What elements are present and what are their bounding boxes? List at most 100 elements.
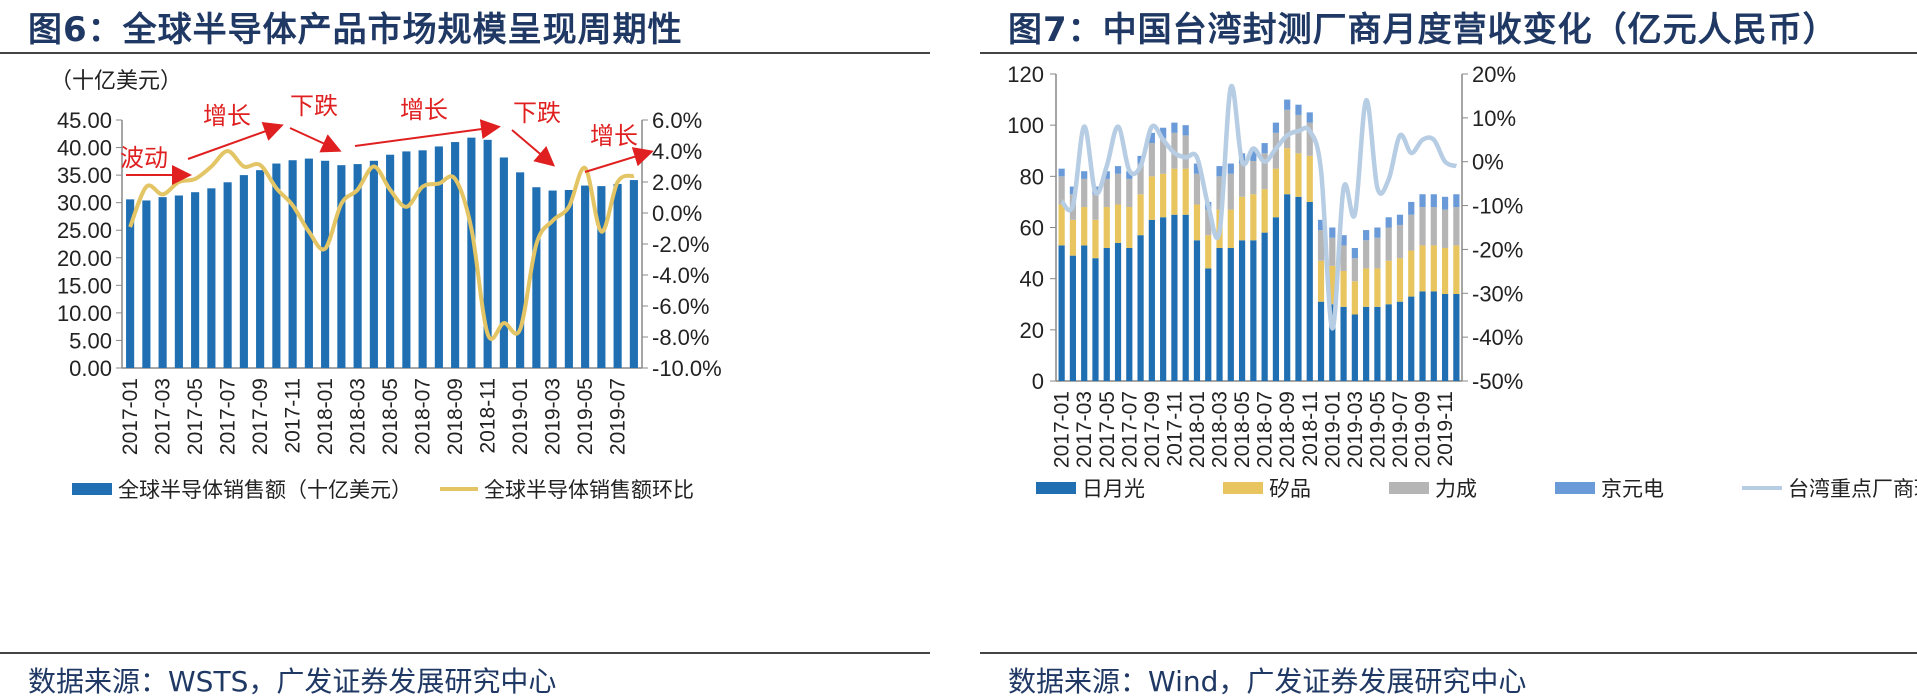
right-stack-bar-segment <box>1261 153 1268 190</box>
right-mom-line <box>1060 83 1458 331</box>
left-sales-bar <box>239 175 248 368</box>
left-x-tick-label: 2017-09 <box>249 378 272 455</box>
right-stack-bar-segment <box>1103 171 1110 179</box>
left-x-tick-label: 2018-07 <box>412 378 435 455</box>
left-trend-annotation: 增长 <box>203 103 251 130</box>
right-stack-bar-segment <box>1069 255 1077 381</box>
right-stack-bar-segment <box>1081 171 1088 179</box>
left-y-unit-label: （十亿美元） <box>50 68 182 93</box>
left-y-tick-label: 5.00 <box>69 328 112 353</box>
left-sales-bar <box>174 195 183 368</box>
right-stack-bar-segment <box>1374 227 1381 238</box>
right-stack-bar-segment <box>1396 224 1404 259</box>
right-x-tick-label: 2017-09 <box>1141 391 1164 468</box>
right-stack-bar-segment <box>1453 294 1460 381</box>
left-y-tick-label: 35.00 <box>57 163 112 188</box>
left-sales-bar <box>467 137 476 368</box>
right-stack-bar-segment <box>1126 207 1133 248</box>
right-stack-bar-segment <box>1250 160 1257 195</box>
right-stack-bar-segment <box>1058 176 1065 205</box>
right-stack-bar-segment <box>1306 155 1313 202</box>
left-sales-bar <box>483 139 492 368</box>
right-stack-bar-segment <box>1329 227 1336 238</box>
right-stack-bar-segment <box>1250 240 1257 381</box>
right-stack-bar-segment <box>1092 194 1099 220</box>
right-stack-bar-segment <box>1385 260 1392 305</box>
right-x-tick-label: 2019-09 <box>1412 391 1435 468</box>
left-sales-bar <box>402 151 411 368</box>
left-x-tick-label: 2018-09 <box>444 378 467 455</box>
right-stack-bar-segment <box>1103 178 1110 208</box>
left-sales-bar <box>158 197 167 368</box>
right-stack-bar-segment <box>1430 245 1437 292</box>
right-stack-bar-segment <box>1374 268 1381 307</box>
left-sales-bar <box>499 157 508 368</box>
right-stack-bar-segment <box>1408 214 1415 251</box>
right-stack-bar-segment <box>1408 250 1415 297</box>
right-x-tick-label: 2018-09 <box>1276 391 1299 468</box>
left-y2-tick-label: -8.0% <box>652 325 709 350</box>
left-legend-bar-label: 全球半导体销售额（十亿美元） <box>118 479 412 502</box>
left-trend-annotation: 增长 <box>590 123 638 150</box>
left-x-tick-label: 2017-03 <box>152 378 175 455</box>
left-trend-annotation: 下跌 <box>290 93 338 120</box>
right-stack-bar-segment <box>1114 166 1122 174</box>
right-stack-bar-segment <box>1396 214 1404 225</box>
left-sales-bar <box>304 158 313 368</box>
right-stack-bar-segment <box>1261 189 1268 233</box>
left-y2-tick-label: 6.0% <box>652 108 702 133</box>
left-y2-tick-label: 0.0% <box>652 201 702 226</box>
right-stack-bar-segment <box>1363 268 1370 307</box>
right-stack-bar-segment <box>1351 247 1358 259</box>
left-trend-annotation: 下跌 <box>513 100 561 127</box>
right-x-tick-label: 2017-07 <box>1118 391 1141 468</box>
right-stack-bar-segment <box>1092 258 1099 381</box>
right-stack-bar-segment <box>1284 148 1291 195</box>
right-legend-swatch <box>1036 482 1076 494</box>
right-y-tick-label: 60 <box>1020 216 1044 241</box>
right-stack-bar-segment <box>1295 153 1302 197</box>
right-stack-bar-segment <box>1227 247 1234 381</box>
right-stack-bar-segment <box>1419 291 1426 381</box>
left-chart-source: 数据来源：WSTS，广发证券发展研究中心 <box>28 665 557 698</box>
left-trend-arrow <box>187 121 284 160</box>
right-stack-bar-segment <box>1069 219 1077 256</box>
right-stack-bar-segment <box>1295 114 1302 154</box>
right-stack-bar-segment <box>1306 201 1313 381</box>
right-stack-bar-segment <box>1408 201 1415 215</box>
right-stack-bar-segment <box>1340 235 1347 246</box>
right-stack-bar-segment <box>1419 194 1426 208</box>
right-stack-bar-segment <box>1250 194 1257 241</box>
left-sales-bar <box>564 189 573 368</box>
right-stack-bar-segment <box>1092 219 1099 259</box>
left-trend-arrow <box>289 127 342 153</box>
left-sales-bar <box>256 170 265 368</box>
right-stack-bar-segment <box>1148 143 1155 177</box>
right-stack-bar-segment <box>1340 306 1347 381</box>
right-stack-bar-segment <box>1396 258 1404 302</box>
left-sales-bar <box>548 190 557 368</box>
right-stack-bar-segment <box>1216 176 1223 210</box>
left-sales-bar <box>532 187 541 368</box>
left-sales-bar <box>223 182 232 368</box>
right-y2-tick-label: -20% <box>1472 237 1523 262</box>
right-stack-bar-segment <box>1160 173 1167 218</box>
right-stack-bar-segment <box>1329 304 1336 381</box>
left-mom-line <box>128 148 635 341</box>
left-trend-annotation: 波动 <box>120 145 168 172</box>
right-stack-bar-segment <box>1453 207 1460 246</box>
right-y-tick-label: 40 <box>1020 267 1044 292</box>
right-stack-bar-segment <box>1216 166 1223 177</box>
right-stack-bar-segment <box>1317 301 1325 381</box>
left-chart-title: 图6：全球半导体产品市场规模呈现周期性 <box>28 10 683 50</box>
left-y2-tick-label: -10.0% <box>652 356 722 381</box>
left-y-tick-label: 25.00 <box>57 218 112 243</box>
right-x-tick-label: 2018-11 <box>1299 391 1322 467</box>
right-y2-tick-label: 20% <box>1472 62 1516 87</box>
right-stack-bar-segment <box>1227 173 1234 210</box>
right-y2-tick-label: -50% <box>1472 369 1523 394</box>
left-x-tick-label: 2017-01 <box>119 378 142 455</box>
right-stack-bar-segment <box>1182 125 1189 136</box>
right-x-tick-label: 2018-01 <box>1186 391 1209 468</box>
right-stack-bar-segment <box>1081 207 1088 246</box>
